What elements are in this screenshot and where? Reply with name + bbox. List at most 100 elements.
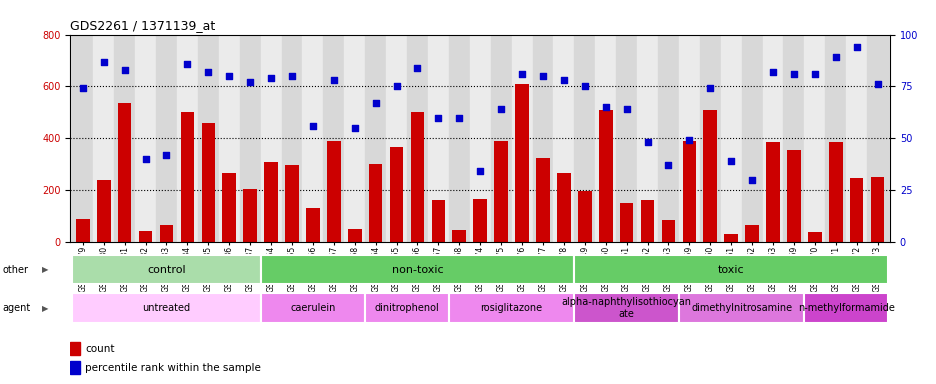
Bar (803, 293, 887, 323)
Bar (177, 35, 197, 242)
Bar (285, 166, 299, 242)
Bar (574, 255, 887, 285)
Text: toxic: toxic (717, 265, 744, 275)
Point (388, 83, 403, 89)
Bar (511, 35, 532, 242)
Bar (406, 35, 428, 242)
Point (534, 73, 549, 79)
Text: rosiglitazone: rosiglitazone (480, 303, 542, 313)
Point (807, 71, 822, 77)
Point (326, 77, 341, 83)
Text: ▶: ▶ (42, 304, 49, 313)
Bar (616, 35, 636, 242)
Text: agent: agent (3, 303, 31, 313)
Bar (96, 180, 110, 242)
Bar (553, 35, 574, 242)
Bar (448, 35, 469, 242)
Bar (201, 123, 215, 242)
Bar (222, 173, 236, 242)
Bar (365, 35, 386, 242)
Text: n-methylformamide: n-methylformamide (797, 303, 894, 313)
Point (577, 83, 592, 89)
Bar (636, 35, 657, 242)
Bar (828, 142, 841, 242)
Bar (766, 142, 779, 242)
Bar (681, 141, 695, 242)
Point (200, 69, 215, 75)
Point (827, 54, 842, 60)
Point (138, 156, 153, 162)
Bar (786, 150, 800, 242)
Bar (473, 199, 487, 242)
Bar (139, 231, 153, 242)
Bar (578, 191, 591, 242)
Bar (344, 35, 365, 242)
Text: control: control (147, 265, 185, 275)
Point (702, 85, 717, 91)
Bar (369, 164, 382, 242)
Bar (114, 35, 135, 242)
Bar (741, 35, 762, 242)
Bar (281, 35, 302, 242)
Bar (532, 35, 553, 242)
Point (451, 114, 466, 121)
Bar (515, 84, 528, 242)
Point (681, 137, 696, 143)
Bar (703, 110, 716, 242)
Bar (72, 255, 260, 285)
Text: ▶: ▶ (42, 265, 49, 275)
Point (660, 162, 675, 168)
Bar (557, 173, 570, 242)
Point (431, 114, 446, 121)
Bar (494, 141, 507, 242)
Bar (825, 35, 845, 242)
Bar (323, 35, 344, 242)
Point (870, 81, 885, 88)
Point (765, 69, 780, 75)
Point (180, 61, 195, 67)
Bar (661, 220, 675, 242)
Bar (347, 229, 361, 242)
Bar (159, 225, 173, 242)
Point (514, 71, 529, 77)
Point (744, 177, 759, 183)
Bar (724, 234, 738, 242)
Bar (720, 35, 741, 242)
Text: caerulein: caerulein (290, 303, 335, 313)
Bar (574, 293, 679, 323)
Bar (849, 179, 863, 242)
Bar (118, 103, 131, 242)
Bar (574, 35, 594, 242)
Bar (744, 225, 758, 242)
Point (639, 139, 654, 146)
Bar (762, 35, 782, 242)
Text: count: count (85, 344, 114, 354)
Bar (490, 35, 511, 242)
Point (410, 65, 425, 71)
Bar (845, 35, 866, 242)
Bar (260, 255, 574, 285)
Bar (386, 35, 406, 242)
Bar (306, 208, 319, 242)
Bar (218, 35, 240, 242)
Bar (389, 147, 402, 242)
Point (472, 168, 487, 174)
Point (848, 44, 863, 50)
Bar (76, 219, 90, 242)
Text: percentile rank within the sample: percentile rank within the sample (85, 363, 260, 373)
Bar (866, 35, 887, 242)
Bar (264, 162, 278, 242)
Point (222, 73, 237, 79)
Bar (535, 158, 549, 242)
Bar (469, 35, 490, 242)
Bar (803, 35, 825, 242)
Bar (70, 342, 80, 355)
Bar (181, 113, 194, 242)
Point (263, 75, 278, 81)
Point (556, 77, 571, 83)
Point (117, 67, 132, 73)
Bar (428, 35, 448, 242)
Text: untreated: untreated (142, 303, 190, 313)
Bar (72, 35, 94, 242)
Point (242, 79, 257, 85)
